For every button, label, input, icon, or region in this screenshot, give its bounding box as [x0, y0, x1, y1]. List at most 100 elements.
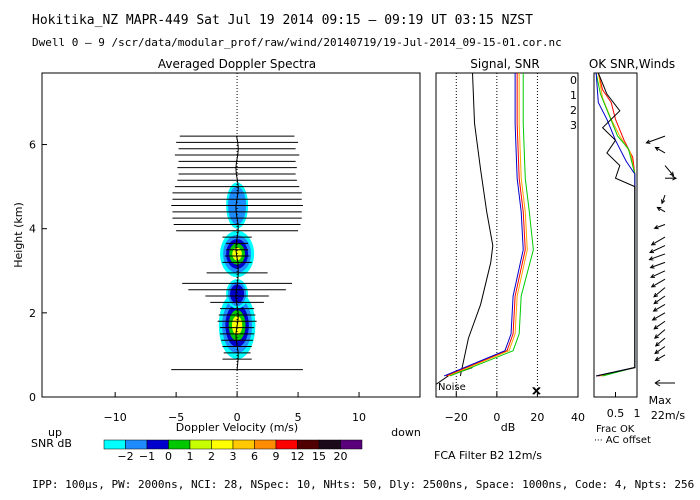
colorbar-swatch [340, 439, 363, 450]
signal-x-tick-label: 0 [493, 411, 500, 424]
wind-barb [653, 295, 666, 304]
spectra-y-tick-label: 6 [29, 139, 36, 152]
wind-barb [655, 147, 666, 154]
direction-up-label: up [48, 426, 62, 439]
wind-barb [650, 270, 666, 278]
colorbar-label: 6 [251, 450, 258, 463]
wind-barb-head [650, 241, 656, 246]
mean-velocity-line [235, 136, 239, 370]
colorbar-label: 9 [273, 450, 280, 463]
signal-x-tick-label: 40 [571, 411, 585, 424]
frac-ok-x-axis: 0.5 1 [607, 392, 641, 420]
header-dwell-path: Dwell 0 — 9 /scr/data/modular_prof/raw/w… [32, 36, 562, 49]
header-title: Hokitika_NZ MAPR-449 Sat Jul 19 2014 09:… [32, 13, 533, 28]
spectra-y-tick-label: 4 [29, 223, 36, 236]
direction-down-label: down [391, 426, 421, 439]
spectra-x-tick-label: −10 [104, 411, 127, 424]
legend-channel-1: 1 [570, 89, 577, 102]
frac-ok-plot-frame [593, 72, 638, 398]
spectra-y-tick-label: 2 [29, 307, 36, 320]
wind-barb [661, 194, 666, 204]
wind-barb-head [661, 199, 666, 205]
signal-x-axis: −20 0 20 40 [445, 392, 585, 424]
spectra-title: Averaged Doppler Spectra [158, 57, 316, 71]
max-wind-arrow-head-2 [654, 382, 661, 387]
colorbar-swatch [103, 439, 126, 450]
legend-channel-0: 0 [570, 74, 577, 87]
y-axis-label: Height (km) [12, 202, 25, 268]
frac-ok-x-tick-label: 0.5 [607, 407, 625, 420]
signal-series-line [445, 73, 526, 377]
spectra-plot-frame [41, 72, 421, 398]
frac-ok-label: Frac OK [596, 424, 635, 435]
colorbar-label: 15 [312, 450, 326, 463]
signal-x-tick-label: 20 [530, 411, 544, 424]
wind-barb-head [650, 273, 656, 278]
x-marker-orange: × [531, 384, 542, 399]
colorbar-label: 2 [208, 450, 215, 463]
colorbar-swatch [168, 439, 191, 450]
wind-barb-head [649, 264, 655, 269]
colorbar-swatch [275, 439, 298, 450]
colorbar-swatch [211, 439, 234, 450]
wind-barb-head [651, 316, 657, 321]
wind-barb [657, 207, 666, 213]
legend-channel-2: 2 [570, 104, 577, 117]
signal-x-label: dB [501, 421, 516, 434]
filter-label: FCA Filter B2 12m/s [434, 449, 542, 462]
wind-barb [651, 236, 666, 246]
wind-barbs [645, 135, 678, 361]
frac-ok-line [597, 72, 636, 377]
colorbar-swatch [146, 439, 169, 450]
wind-barb [654, 329, 666, 339]
colorbar-label: 0 [165, 450, 172, 463]
contour-mid-2 [230, 284, 245, 304]
wind-barb-head [652, 307, 658, 312]
wind-barb-head [654, 334, 659, 339]
frac-ok-line [596, 72, 636, 377]
wind-barb [655, 354, 666, 361]
spectra-y-tick-label: 0 [29, 391, 36, 404]
wind-barb-head [653, 299, 659, 305]
wind-barb [651, 278, 666, 288]
wind-barb-head [654, 146, 660, 152]
spectra-x-tick-label: 10 [352, 411, 366, 424]
wind-barb [653, 320, 666, 330]
colorbar-swatch [318, 439, 341, 450]
legend-channel-3: 3 [570, 119, 577, 132]
wind-barb-head [672, 175, 678, 181]
colorbar-swatch [232, 439, 255, 450]
max-label: Max [649, 394, 672, 407]
signal-series-line [447, 73, 528, 377]
wind-barb-head [653, 292, 659, 298]
wind-barb-head [669, 171, 675, 177]
colorbar-label: 20 [334, 450, 348, 463]
frac-ok-x-tick-label: 1 [634, 407, 641, 420]
spectra-x-tick-label: 0 [234, 411, 241, 424]
colorbar-swatch [189, 439, 212, 450]
wind-barb-head [649, 249, 655, 254]
wind-barb [649, 245, 666, 253]
wind-barb [649, 253, 666, 261]
wind-barb-head [653, 325, 659, 330]
ac-offset-legend: ··· AC offset [594, 435, 651, 446]
frac-ok-series [595, 72, 636, 377]
colorbar-title: SNR dB [31, 437, 72, 450]
signal-plot-frame [435, 72, 579, 398]
max-wind-arrow-head [654, 379, 661, 384]
wind-barb-head [656, 206, 662, 212]
footer-params: IPP: 100μs, PW: 2000ns, NCI: 28, NSpec: … [32, 478, 694, 491]
wind-barb-head [645, 139, 651, 144]
ok-winds-title: OK SNR,Winds [589, 57, 675, 71]
colorbar-swatch [125, 439, 148, 450]
wind-barb-head [654, 349, 660, 355]
wind-barb-head [648, 256, 654, 261]
signal-series-line [450, 73, 534, 377]
signal-x-tick-label: −20 [445, 411, 468, 424]
spectra-y-axis: 0 2 4 6 [29, 139, 47, 404]
wind-barb-head [654, 341, 660, 347]
wind-barb [654, 224, 666, 229]
x-axis-label: Doppler Velocity (m/s) [176, 421, 298, 434]
x-marker-blue: × [532, 384, 543, 399]
